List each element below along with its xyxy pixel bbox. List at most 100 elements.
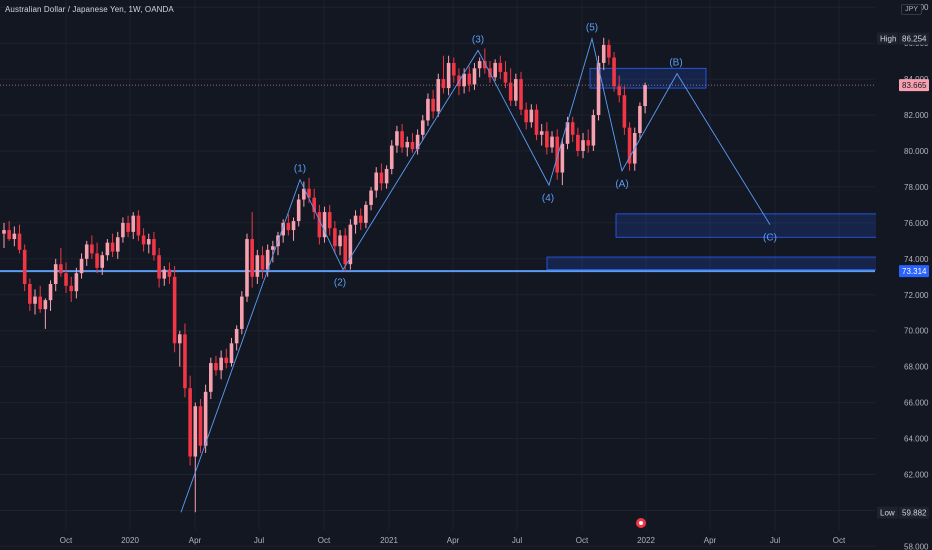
candle-body xyxy=(12,233,17,240)
candle-body xyxy=(131,215,136,232)
candle-body xyxy=(53,264,58,284)
time-axis-label: 2020 xyxy=(121,536,139,545)
candle-body xyxy=(581,140,585,151)
candle-body xyxy=(498,62,503,72)
current-price-tag: 83.665 xyxy=(902,81,927,90)
candle-body xyxy=(384,168,389,184)
price-axis-label: 74.000 xyxy=(904,255,929,264)
time-axis-label: Apr xyxy=(704,536,717,545)
candle-body xyxy=(529,109,534,123)
wave-label: (5) xyxy=(586,23,598,34)
lower-zone xyxy=(546,256,901,271)
wave-label: (4) xyxy=(542,193,554,204)
candle-body xyxy=(508,82,513,101)
candle-body xyxy=(141,235,146,245)
candle-body xyxy=(415,134,420,150)
candle-body xyxy=(312,197,316,213)
candle-body xyxy=(483,61,487,69)
candle-body xyxy=(183,334,187,389)
candle-body xyxy=(17,233,22,250)
candle-body xyxy=(576,134,580,151)
candle-body xyxy=(214,363,218,371)
candle-body xyxy=(327,212,332,229)
candle-body xyxy=(43,300,48,310)
price-axis-label: 58.000 xyxy=(904,542,929,550)
candle-body xyxy=(38,296,42,310)
high-tag-bg xyxy=(899,32,929,45)
candle-body xyxy=(110,242,115,252)
candle-body xyxy=(95,253,99,268)
price-axis-label: 68.000 xyxy=(904,363,929,372)
candle-body xyxy=(105,242,110,256)
price-axis-label: 70.000 xyxy=(904,327,929,336)
candle-body xyxy=(596,62,601,116)
price-axis-label: 76.000 xyxy=(904,219,929,228)
candle-body xyxy=(560,143,565,173)
candle-body xyxy=(601,44,606,63)
candle-body xyxy=(612,57,616,87)
candle-body xyxy=(477,61,482,69)
candle-body xyxy=(343,235,348,265)
candle-body xyxy=(177,334,182,344)
candle-body xyxy=(240,296,244,329)
time-axis-label: Oct xyxy=(318,536,331,545)
candle-body xyxy=(446,62,451,89)
time-axis-label: Apr xyxy=(189,536,202,545)
candle-body xyxy=(539,131,544,135)
time-axis-label: Jul xyxy=(512,536,522,545)
candle-body xyxy=(436,79,441,112)
candle-body xyxy=(126,222,130,232)
candle-body xyxy=(250,239,254,277)
candle-body xyxy=(441,79,446,89)
candle-body xyxy=(519,79,523,110)
current-price-tag-bg xyxy=(899,79,929,92)
wave-label: (2) xyxy=(334,278,346,289)
candle-body xyxy=(167,269,172,277)
wave-label: (C) xyxy=(763,233,777,244)
candle-body xyxy=(514,79,518,101)
candle-body xyxy=(234,328,239,344)
price-axis-label: 64.000 xyxy=(904,435,929,444)
price-axis-label: 66.000 xyxy=(904,399,929,408)
candle-body xyxy=(307,188,311,198)
low-tag: 59.882 xyxy=(902,509,927,518)
low-label: Low xyxy=(880,509,895,518)
currency-badge[interactable]: JPY xyxy=(901,4,922,15)
low-label-bg xyxy=(877,506,898,519)
candle-body xyxy=(59,264,63,274)
candle-body xyxy=(152,239,156,256)
candle-body xyxy=(90,244,94,254)
candle-body xyxy=(534,109,539,135)
candle-body xyxy=(545,131,549,148)
candle-body xyxy=(322,212,327,238)
candle-body xyxy=(348,224,353,265)
candle-body xyxy=(338,235,342,247)
middle-zone xyxy=(615,213,901,238)
candle-body xyxy=(229,343,234,364)
candle-body xyxy=(617,86,622,96)
time-axis-label: 2022 xyxy=(637,536,655,545)
candle-body xyxy=(451,62,456,76)
candle-body xyxy=(395,131,399,146)
candle-body xyxy=(467,73,472,85)
candle-body xyxy=(260,255,265,270)
candle-body xyxy=(462,73,466,87)
time-axis-label: 2021 xyxy=(380,536,398,545)
candle-body xyxy=(146,239,151,245)
elliott-wave-line xyxy=(180,36,771,513)
candle-body xyxy=(291,221,296,231)
candle-body xyxy=(472,68,477,85)
candle-body xyxy=(255,255,260,277)
candle-body xyxy=(374,172,379,191)
candle-body xyxy=(420,120,425,135)
candle-body xyxy=(193,406,198,457)
candle-body xyxy=(2,230,6,234)
candle-body xyxy=(570,122,575,135)
candle-body xyxy=(224,357,229,364)
candle-body xyxy=(245,239,249,297)
candle-body xyxy=(410,141,415,150)
price-axis-label: 62.000 xyxy=(904,471,929,480)
event-marker-dot xyxy=(639,521,643,525)
